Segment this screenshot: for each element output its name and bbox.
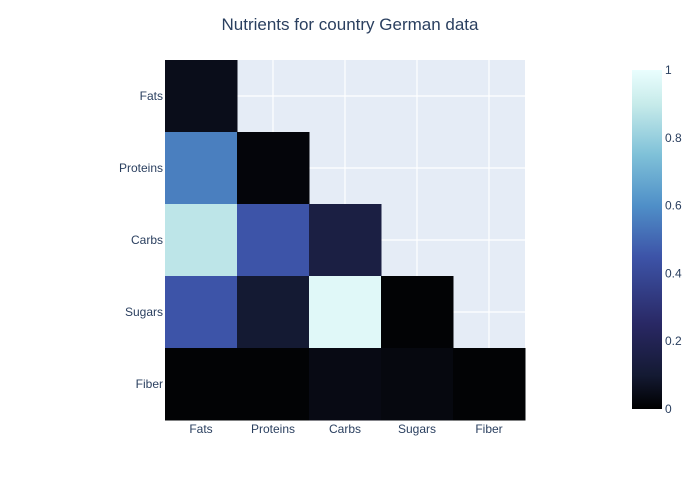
heatmap-cell-fiber-fiber (453, 348, 526, 421)
colorbar-tick-label: 0.8 (665, 131, 682, 145)
heatmap-cell-sugars-carbs (309, 276, 382, 349)
colorbar-tick-label: 0.2 (665, 334, 682, 348)
colorbar-tick-labels: 0 0.2 0.4 0.6 0.8 1 (665, 63, 682, 416)
colorbar-tick-label: 0.4 (665, 266, 682, 280)
y-axis-tick-labels: Fats Proteins Carbs Sugars Fiber (119, 89, 163, 391)
x-tick-label: Proteins (251, 422, 295, 436)
y-tick-label: Proteins (119, 161, 163, 175)
heatmap-cell-carbs-carbs (309, 204, 382, 277)
x-tick-label: Carbs (329, 422, 361, 436)
colorbar (632, 70, 662, 409)
heatmap-cell-fiber-sugars (381, 348, 454, 421)
y-tick-label: Fats (140, 89, 163, 103)
heatmap-cell-sugars-proteins (237, 276, 310, 349)
x-tick-label: Sugars (398, 422, 436, 436)
y-tick-label: Sugars (125, 305, 163, 319)
heatmap-cell-sugars-sugars (381, 276, 454, 349)
chart-title: Nutrients for country German data (221, 15, 479, 34)
y-tick-label: Fiber (136, 377, 163, 391)
colorbar-tick-label: 0 (665, 402, 672, 416)
heatmap-cell-carbs-fats (165, 204, 238, 277)
colorbar-tick-label: 1 (665, 63, 672, 77)
heatmap-cell-carbs-proteins (237, 204, 310, 277)
heatmap-cell-fiber-carbs (309, 348, 382, 421)
x-axis-tick-labels: Fats Proteins Carbs Sugars Fiber (189, 422, 502, 436)
heatmap-cell-fats-fats (165, 60, 238, 133)
colorbar-tick-label: 0.6 (665, 199, 682, 213)
heatmap-cell-fiber-fats (165, 348, 238, 421)
heatmap-cell-proteins-fats (165, 132, 238, 205)
x-tick-label: Fiber (475, 422, 502, 436)
y-tick-label: Carbs (131, 233, 163, 247)
heatmap-cells (165, 60, 526, 421)
heatmap-cell-sugars-fats (165, 276, 238, 349)
heatmap-cell-proteins-proteins (237, 132, 310, 205)
heatmap-cell-fiber-proteins (237, 348, 310, 421)
x-tick-label: Fats (189, 422, 212, 436)
